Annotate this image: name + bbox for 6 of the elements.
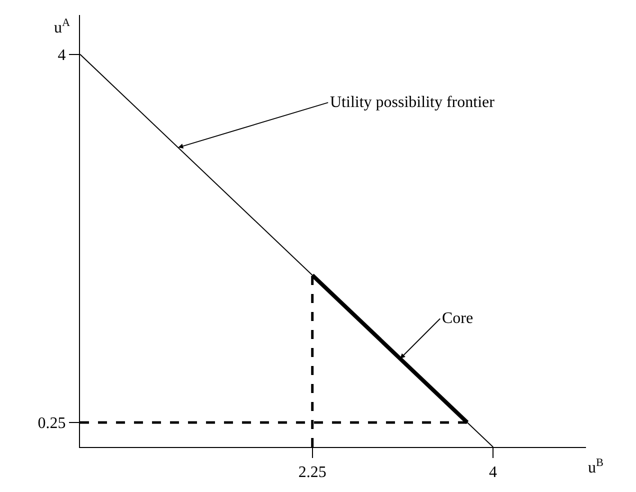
annotation: Utility possibility frontier	[330, 94, 496, 111]
x-axis-title: u$^{B}$	[588, 457, 604, 477]
x-tick-label: 2.25	[298, 464, 326, 482]
y-axis-title: u$^{A}$	[54, 17, 70, 37]
y-tick-label: 0.25	[38, 415, 66, 432]
annotation: Core	[442, 310, 474, 327]
